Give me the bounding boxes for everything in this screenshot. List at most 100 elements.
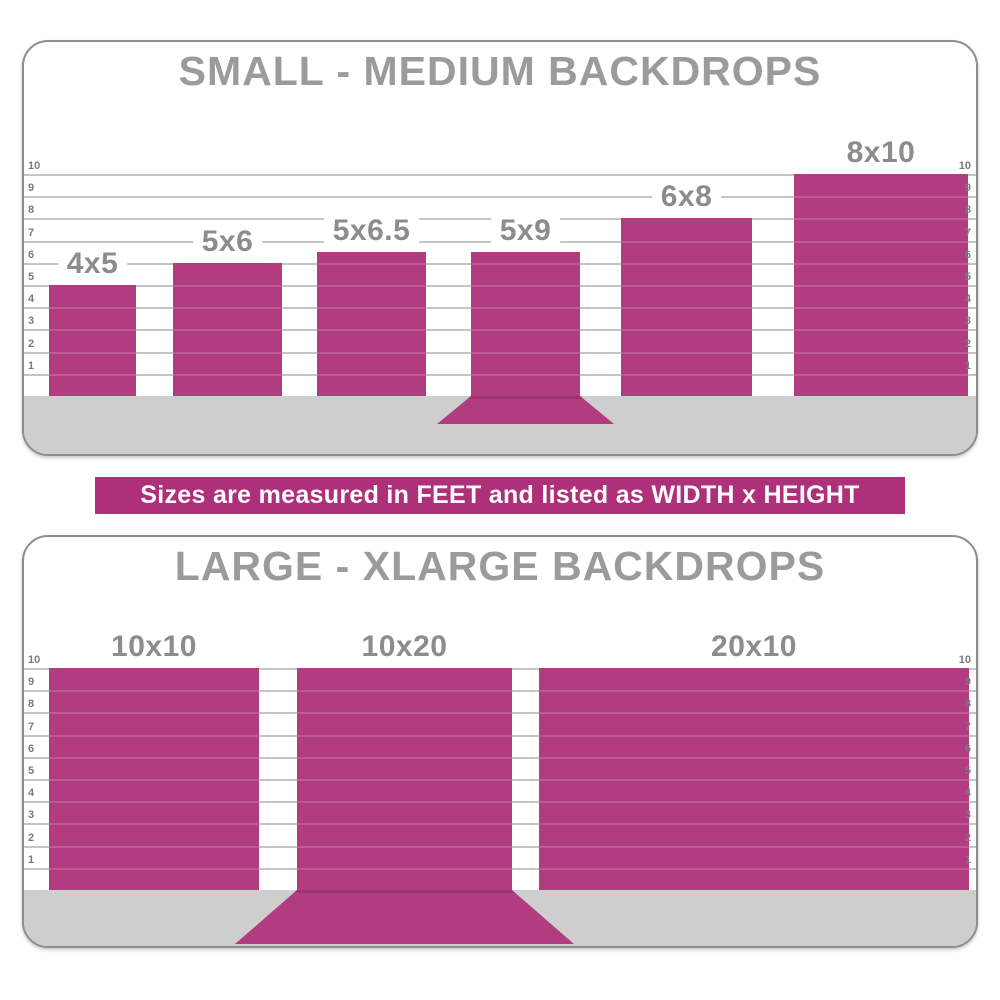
gridline-overlay	[471, 329, 580, 332]
tick-label-right: 7	[964, 720, 971, 733]
gridline-overlay	[621, 351, 752, 354]
tick-label-right: 3	[964, 315, 971, 328]
gridline-overlay	[317, 329, 426, 332]
gridline-overlay	[794, 373, 968, 376]
gridline-overlay	[317, 284, 426, 287]
panel-small-medium: SMALL - MEDIUM BACKDROPS 1 1 2 2 3 3 4 4 5 5 6 6 7 7 8…	[22, 40, 978, 456]
gridline-overlay	[317, 307, 426, 310]
tick-label-left: 4	[28, 293, 35, 306]
floor-sweep	[235, 890, 574, 944]
tick-label-left: 7	[28, 720, 35, 733]
gridline-overlay	[539, 801, 969, 804]
tick-label-left: 5	[28, 271, 35, 283]
gridline-overlay	[621, 240, 752, 243]
gridline-overlay	[49, 712, 259, 715]
panel-large-xlarge: LARGE - XLARGE BACKDROPS 1 1 2 2 3 3 4 4 5 5 6 6 7 7 8…	[22, 535, 978, 948]
gridline-overlay	[539, 779, 969, 781]
backdrop-bar	[297, 668, 512, 890]
gridline-overlay	[621, 284, 752, 287]
gridline-overlay	[794, 351, 968, 354]
tick-label-left: 8	[28, 204, 35, 217]
gridline-overlay	[49, 845, 259, 848]
gridline-overlay	[49, 351, 136, 354]
gridline-overlay	[49, 801, 259, 804]
bar-size-label: 8x10	[837, 135, 925, 171]
gridline-overlay	[621, 373, 752, 376]
backdrop-bar	[539, 668, 969, 890]
gridline-overlay	[317, 373, 426, 376]
panel-title-small-medium: SMALL - MEDIUM BACKDROPS	[178, 48, 822, 94]
tick-label-left: 9	[28, 182, 35, 195]
gridline-overlay	[49, 779, 259, 781]
tick-label-left: 3	[28, 315, 35, 328]
gridline-overlay	[794, 262, 968, 265]
tick-label-left: 6	[28, 742, 35, 755]
tick-label-left: 6	[28, 248, 35, 261]
gridline-overlay	[471, 284, 580, 287]
gridline-overlay	[297, 801, 512, 804]
bar-size-label: 5x9	[490, 212, 561, 249]
panel-title-large-xlarge: LARGE - XLARGE BACKDROPS	[174, 543, 826, 589]
gridline-overlay	[297, 756, 512, 759]
backdrop-bar	[49, 285, 136, 396]
backdrop-bar	[317, 251, 426, 396]
bar-size-label: 5x6	[192, 223, 263, 260]
tick-label-right: 9	[964, 676, 971, 689]
gridline-overlay	[49, 690, 259, 693]
measurement-banner: Sizes are measured in FEET and listed as…	[95, 477, 905, 514]
tick-label-left: 3	[28, 809, 35, 822]
gridline-overlay	[49, 823, 259, 826]
floor-sweep	[437, 396, 614, 424]
tick-label-right: 7	[964, 226, 971, 239]
tick-label-right: 6	[964, 248, 971, 261]
tick-label-right: 10	[958, 654, 971, 666]
tick-label-right: 5	[964, 765, 971, 777]
gridline-overlay	[794, 307, 968, 310]
tick-label-left: 1	[28, 359, 35, 372]
backdrop-bar	[49, 668, 259, 890]
tick-label-right: 2	[964, 831, 971, 844]
gridline-overlay	[49, 734, 259, 737]
bar-size-label: 10x20	[352, 629, 457, 665]
gridline-overlay	[297, 690, 512, 693]
gridline-overlay	[49, 307, 136, 310]
gridline-overlay	[297, 823, 512, 826]
gridline-overlay	[539, 734, 969, 737]
stage-large-xlarge: 1 1 2 2 3 3 4 4 5 5 6 6 7 7 8 8 9 9 10 10 10x10 10x20 20x10	[24, 537, 976, 946]
tick-label-left: 4	[28, 787, 35, 800]
tick-label-left: 7	[28, 226, 35, 239]
banner-text: Sizes are measured in FEET and listed as…	[140, 481, 860, 509]
gridline-overlay	[539, 756, 969, 759]
gridline-overlay	[794, 196, 968, 199]
tick-label-right: 1	[964, 359, 971, 372]
gridline-overlay	[49, 756, 259, 759]
tick-label-right: 3	[964, 809, 971, 822]
backdrop-bar	[621, 218, 752, 396]
gridline-overlay	[794, 240, 968, 243]
gridline-overlay	[471, 262, 580, 265]
foot-gridline	[24, 174, 976, 176]
tick-label-left: 1	[28, 853, 35, 866]
gridline-overlay	[539, 823, 969, 826]
tick-label-left: 10	[28, 654, 41, 666]
gridline-overlay	[621, 329, 752, 332]
gridline-overlay	[297, 867, 512, 870]
gridline-overlay	[317, 262, 426, 265]
tick-label-right: 8	[964, 698, 971, 711]
stage-small-medium: 1 1 2 2 3 3 4 4 5 5 6 6 7 7 8 8 9 9 10 10 4x5 5x6 5x6.5 5x9 6x8 8…	[24, 42, 976, 454]
foot-gridline	[24, 196, 976, 199]
backdrop-bar	[471, 251, 580, 396]
tick-label-right: 4	[964, 293, 971, 306]
gridline-overlay	[621, 307, 752, 310]
tick-label-left: 5	[28, 765, 35, 777]
gridline-overlay	[539, 690, 969, 693]
bar-size-label: 20x10	[702, 629, 806, 665]
gridline-overlay	[539, 712, 969, 715]
gridline-overlay	[49, 867, 259, 870]
tick-label-right: 10	[958, 160, 971, 172]
tick-label-left: 9	[28, 676, 35, 689]
gridline-overlay	[471, 373, 580, 376]
gridline-overlay	[621, 262, 752, 265]
bar-size-label: 4x5	[57, 246, 128, 282]
tick-label-left: 8	[28, 698, 35, 711]
